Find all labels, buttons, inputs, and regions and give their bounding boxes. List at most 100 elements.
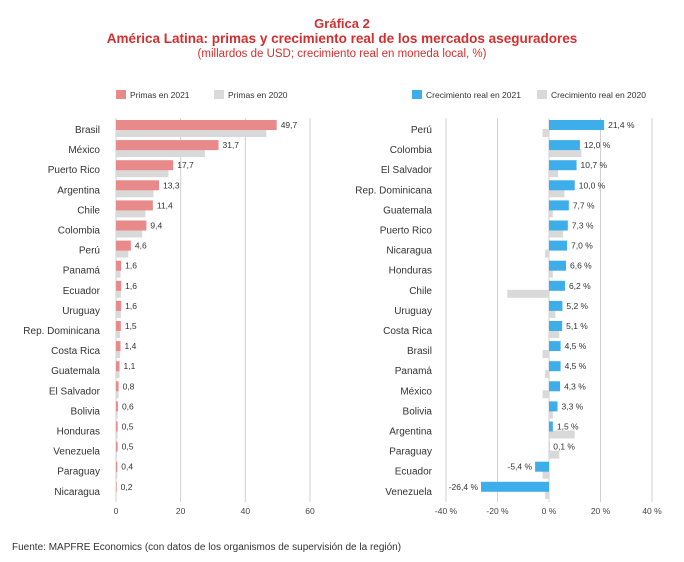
bar-crecimiento-2020 xyxy=(543,350,549,358)
legend-swatch-primas-2021 xyxy=(116,90,126,99)
bar-crecimiento-2021 xyxy=(549,361,561,371)
chart-area: Primas en 2021 Primas en 20200 20 40 60Brasi… xyxy=(0,0,684,540)
category-label-crecimiento: Perú xyxy=(411,125,432,136)
bar-crecimiento-2020 xyxy=(549,451,559,459)
bar-primas-2021 xyxy=(116,341,121,351)
bar-primas-2020 xyxy=(116,189,154,197)
bar-primas-2020 xyxy=(116,410,118,418)
category-label-primas: Rep. Dominicana xyxy=(23,326,100,337)
source-note: Fuente: MAPFRE Economics (con datos de l… xyxy=(12,542,401,553)
bar-primas-2021 xyxy=(116,241,131,251)
bar-crecimiento-2021 xyxy=(549,160,577,170)
bar-crecimiento-2020 xyxy=(549,310,555,318)
bar-primas-2020 xyxy=(116,390,119,398)
legend-label-primas-2020: Primas en 2020 xyxy=(228,90,288,100)
bar-crecimiento-2020 xyxy=(543,129,549,137)
bar-primas-2020 xyxy=(116,491,117,499)
bar-crecimiento-2021 xyxy=(549,200,569,210)
category-label-primas: Nicaragua xyxy=(54,487,100,498)
category-label-crecimiento: Paraguay xyxy=(389,447,432,458)
bar-primas-2021 xyxy=(116,281,121,291)
data-label-primas-2021: 17,7 xyxy=(177,160,194,170)
bar-primas-2021 xyxy=(116,401,118,411)
bar-crecimiento-2021 xyxy=(549,140,580,150)
data-label-primas-2021: 1,6 xyxy=(125,301,137,311)
bar-crecimiento-2021 xyxy=(549,301,562,311)
data-label-primas-2021: 9,4 xyxy=(150,221,162,231)
bar-crecimiento-2021 xyxy=(549,341,561,351)
data-label-crecimiento-2021: 4,5 % xyxy=(565,361,587,371)
data-label-crecimiento-2021: 4,5 % xyxy=(565,341,587,351)
category-label-crecimiento: Ecuador xyxy=(395,467,433,478)
bar-crecimiento-2020 xyxy=(549,189,564,197)
data-label-crecimiento-2021: 6,6 % xyxy=(570,261,592,271)
data-label-crecimiento-2021: 3,3 % xyxy=(561,401,583,411)
category-label-crecimiento: Rep. Dominicana xyxy=(355,185,432,196)
bar-crecimiento-2020 xyxy=(549,410,553,418)
bar-primas-2020 xyxy=(116,270,121,278)
bar-crecimiento-2020 xyxy=(543,390,549,398)
bar-crecimiento-2021 xyxy=(549,261,566,271)
data-label-primas-2021: 0,5 xyxy=(122,422,134,432)
data-label-crecimiento-2021: 5,2 % xyxy=(566,301,588,311)
bar-crecimiento-2021 xyxy=(481,482,549,492)
bar-crecimiento-2021 xyxy=(549,180,575,190)
bar-crecimiento-2021 xyxy=(549,381,560,391)
data-label-primas-2021: 0,8 xyxy=(123,381,135,391)
bar-primas-2021 xyxy=(116,361,120,371)
data-label-primas-2021: 31,7 xyxy=(222,140,239,150)
x-tick-label-primas-20: 20 xyxy=(176,506,186,516)
x-tick-label-primas-40: 40 xyxy=(241,506,251,516)
data-label-crecimiento-2021: 21,4 % xyxy=(608,120,635,130)
category-label-crecimiento: Venezuela xyxy=(385,487,432,498)
legend-swatch-crecimiento-2020 xyxy=(537,90,547,99)
bar-crecimiento-2020 xyxy=(549,431,575,439)
data-label-crecimiento-2021: 6,2 % xyxy=(569,281,591,291)
bar-crecimiento-2021 xyxy=(549,321,562,331)
bar-primas-2020 xyxy=(116,431,118,439)
bar-primas-2021 xyxy=(116,301,121,311)
category-label-primas: Ecuador xyxy=(63,286,101,297)
bar-primas-2021 xyxy=(116,160,173,170)
bar-primas-2021 xyxy=(116,221,146,231)
data-label-crecimiento-2021: 10,7 % xyxy=(581,160,608,170)
category-label-crecimiento: Colombia xyxy=(390,145,433,156)
data-label-primas-2021: 1,1 xyxy=(124,361,136,371)
data-label-crecimiento-2021: 10,0 % xyxy=(579,180,606,190)
category-label-crecimiento: Guatemala xyxy=(383,205,432,216)
data-label-crecimiento-2021: -5,4 % xyxy=(508,462,533,472)
bar-primas-2021 xyxy=(116,140,218,150)
bar-primas-2020 xyxy=(116,129,266,137)
bar-primas-2021 xyxy=(116,321,121,331)
category-label-crecimiento: Panamá xyxy=(395,366,433,377)
data-label-primas-2021: 49,7 xyxy=(281,120,298,130)
category-label-primas: Uruguay xyxy=(62,306,100,317)
data-label-primas-2021: 0,4 xyxy=(121,462,133,472)
bar-primas-2021 xyxy=(116,261,121,271)
data-label-crecimiento-2021: 5,1 % xyxy=(566,321,588,331)
bar-crecimiento-2020 xyxy=(549,270,553,278)
category-label-primas: El Salvador xyxy=(49,386,101,397)
bar-primas-2020 xyxy=(116,230,142,238)
category-label-primas: Panamá xyxy=(63,266,101,277)
bar-crecimiento-2020 xyxy=(543,471,549,479)
bar-primas-2021 xyxy=(116,462,117,472)
legend-swatch-crecimiento-2021 xyxy=(412,90,422,99)
category-label-crecimiento: El Salvador xyxy=(381,165,433,176)
category-label-primas: Costa Rica xyxy=(51,346,100,357)
bar-primas-2021 xyxy=(116,180,159,190)
data-label-crecimiento-2021: 0,1 % xyxy=(553,442,575,452)
data-label-crecimiento-2021: 12,0 % xyxy=(584,140,611,150)
bar-primas-2021 xyxy=(116,482,117,492)
data-label-primas-2021: 0,5 xyxy=(122,442,134,452)
bar-crecimiento-2021 xyxy=(549,281,565,291)
bar-crecimiento-2021 xyxy=(549,241,567,251)
category-label-primas: Guatemala xyxy=(51,366,100,377)
legend-swatch-primas-2020 xyxy=(214,90,224,99)
bar-primas-2020 xyxy=(116,169,168,177)
bar-primas-2020 xyxy=(116,310,121,318)
category-label-crecimiento: México xyxy=(400,386,432,397)
bar-primas-2020 xyxy=(116,290,121,298)
data-label-crecimiento-2021: 1,5 % xyxy=(557,422,579,432)
data-label-crecimiento-2021: 7,3 % xyxy=(572,221,594,231)
